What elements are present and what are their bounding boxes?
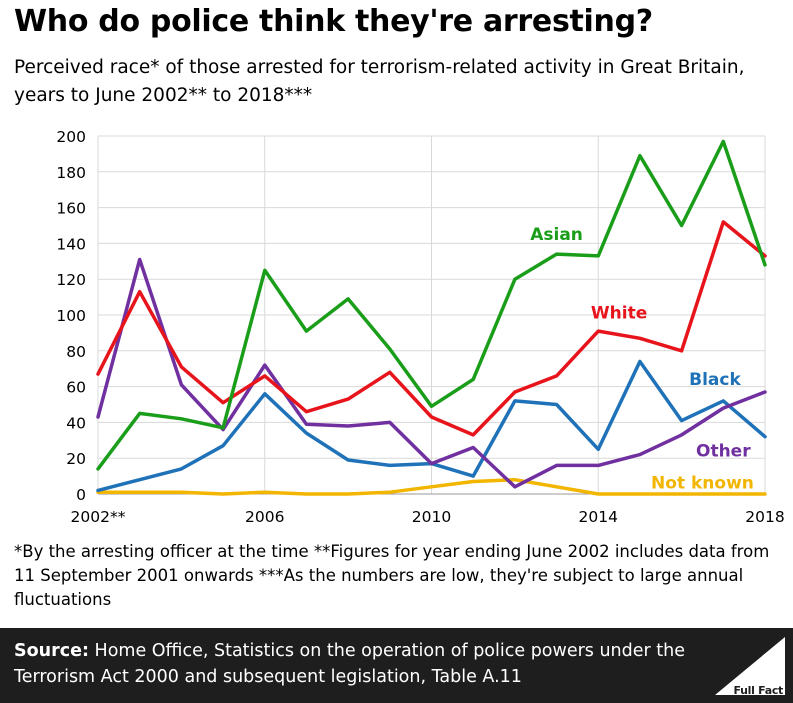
series-label-white: White <box>591 304 647 324</box>
source-text: Source: Home Office, Statistics on the o… <box>14 638 694 690</box>
source-description: Home Office, Statistics on the operation… <box>14 641 685 687</box>
series-label-asian: Asian <box>530 225 583 245</box>
y-tick-label: 100 <box>56 307 86 325</box>
full-fact-logo-icon <box>715 637 785 695</box>
y-tick-label: 0 <box>76 486 86 504</box>
chart-title: Who do police think they're arresting? <box>14 4 653 39</box>
y-tick-label: 20 <box>66 450 86 468</box>
y-tick-label: 200 <box>56 128 86 146</box>
y-tick-label: 80 <box>66 343 86 361</box>
y-tick-label: 180 <box>56 164 86 182</box>
series-label-not-known: Not known <box>651 474 754 494</box>
series-line-other <box>96 257 767 489</box>
source-bar: Source: Home Office, Statistics on the o… <box>0 628 793 703</box>
source-label: Source: <box>14 641 89 661</box>
x-tick-label: 2006 <box>245 508 284 526</box>
y-tick-label: 140 <box>56 235 86 253</box>
x-tick-label: 2018 <box>745 508 784 526</box>
series-label-other: Other <box>696 441 751 461</box>
x-tick-label: 2010 <box>412 508 451 526</box>
series-label-black: Black <box>689 370 741 390</box>
y-tick-label: 120 <box>56 271 86 289</box>
x-tick-label: 2014 <box>579 508 618 526</box>
y-tick-label: 160 <box>56 200 86 218</box>
line-chart: 0 20 40 60 80 100 120 140 160 180 200 2002** 2006 201… <box>56 128 784 526</box>
logo-text: Full Fact <box>733 684 783 697</box>
x-tick-label: 2002** <box>71 508 126 526</box>
chart-subtitle: Perceived race* of those arrested for te… <box>14 57 745 106</box>
footnote: *By the arresting officer at the time **… <box>14 542 770 609</box>
series-line-white <box>96 220 767 437</box>
y-tick-label: 40 <box>66 414 86 432</box>
series-line-asian <box>96 139 767 471</box>
y-tick-label: 60 <box>66 379 86 397</box>
series-line-not-known <box>96 477 767 496</box>
